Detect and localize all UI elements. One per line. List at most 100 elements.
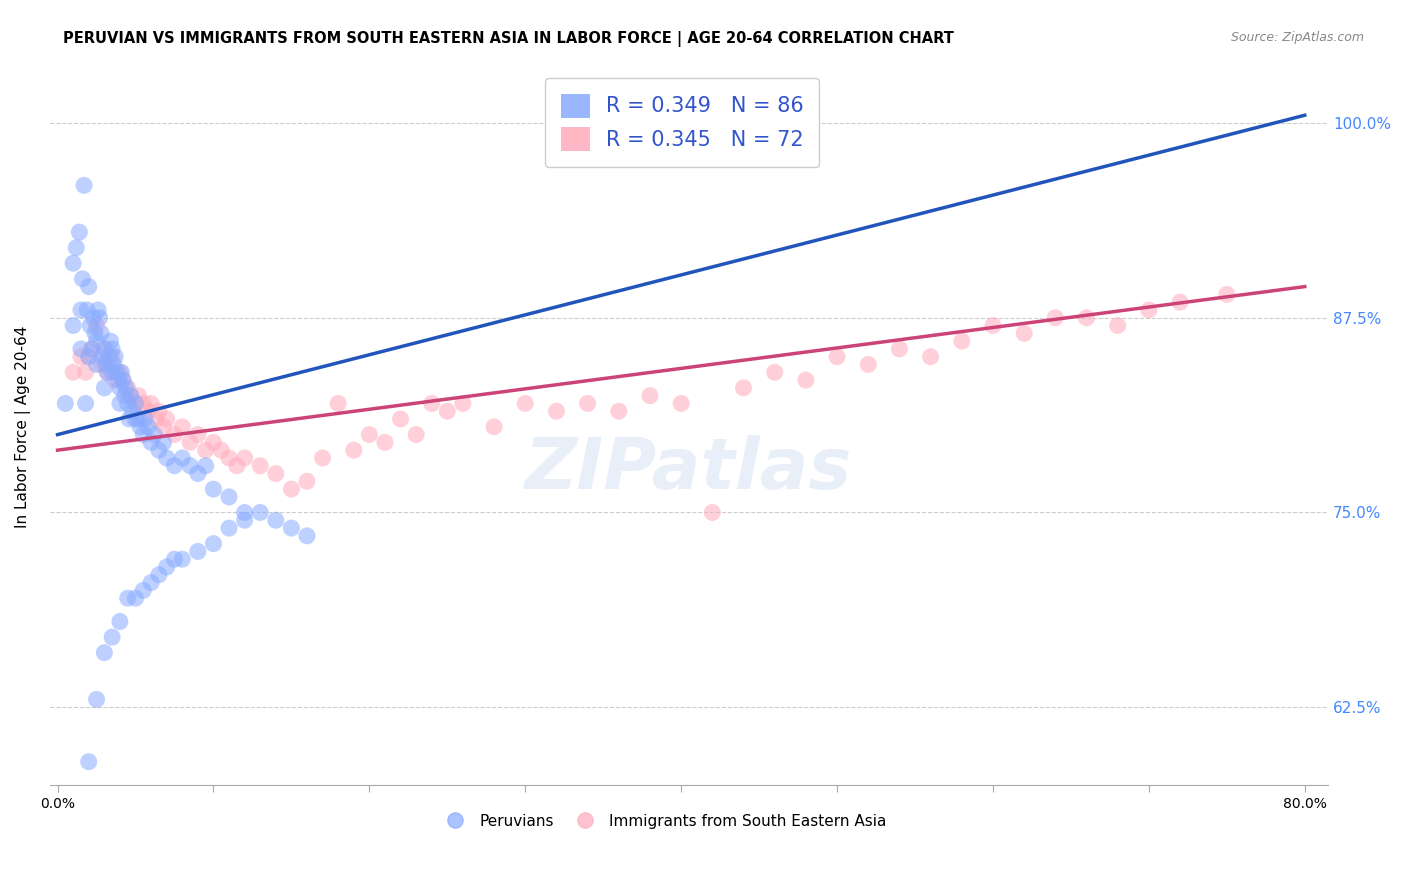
Point xyxy=(249,506,271,520)
Point xyxy=(295,475,318,489)
Point xyxy=(1168,295,1191,310)
Point xyxy=(156,560,179,574)
Point xyxy=(86,692,108,706)
Point xyxy=(108,381,131,395)
Point xyxy=(89,310,111,325)
Point xyxy=(172,419,194,434)
Point xyxy=(163,552,186,566)
Point xyxy=(132,427,155,442)
Point xyxy=(233,450,256,465)
Point xyxy=(120,389,142,403)
Point xyxy=(93,342,115,356)
Point xyxy=(218,450,240,465)
Point xyxy=(136,419,159,434)
Point xyxy=(148,443,170,458)
Point xyxy=(374,435,396,450)
Point xyxy=(62,318,84,333)
Point xyxy=(179,435,201,450)
Point xyxy=(93,381,115,395)
Point xyxy=(950,334,973,348)
Point xyxy=(128,389,150,403)
Point xyxy=(825,350,848,364)
Point xyxy=(405,427,427,442)
Point xyxy=(124,396,146,410)
Point xyxy=(328,396,350,410)
Point xyxy=(179,458,201,473)
Point xyxy=(117,381,139,395)
Point xyxy=(148,567,170,582)
Point xyxy=(67,225,90,239)
Point xyxy=(77,350,100,364)
Point xyxy=(1012,326,1035,341)
Point xyxy=(172,552,194,566)
Point xyxy=(202,435,225,450)
Point xyxy=(114,389,136,403)
Point xyxy=(115,381,138,395)
Point xyxy=(100,334,122,348)
Point xyxy=(70,342,93,356)
Point xyxy=(194,458,217,473)
Point xyxy=(733,381,755,395)
Point xyxy=(93,646,115,660)
Point xyxy=(111,373,134,387)
Point xyxy=(249,458,271,473)
Point xyxy=(77,350,100,364)
Point xyxy=(121,404,143,418)
Point xyxy=(86,358,108,372)
Point xyxy=(858,358,880,372)
Point xyxy=(187,427,209,442)
Point xyxy=(124,591,146,606)
Point xyxy=(172,450,194,465)
Point xyxy=(187,544,209,558)
Point xyxy=(128,412,150,426)
Point xyxy=(134,412,156,426)
Point xyxy=(1216,287,1239,301)
Point xyxy=(546,404,568,418)
Point xyxy=(117,591,139,606)
Point xyxy=(1107,318,1129,333)
Point xyxy=(163,458,186,473)
Point xyxy=(75,396,97,410)
Point xyxy=(225,458,247,473)
Point xyxy=(91,350,114,364)
Point xyxy=(981,318,1004,333)
Text: PERUVIAN VS IMMIGRANTS FROM SOUTH EASTERN ASIA IN LABOR FORCE | AGE 20-64 CORREL: PERUVIAN VS IMMIGRANTS FROM SOUTH EASTER… xyxy=(63,31,955,47)
Point xyxy=(101,365,124,379)
Point xyxy=(920,350,942,364)
Point xyxy=(607,404,630,418)
Point xyxy=(1076,310,1098,325)
Point xyxy=(73,178,96,193)
Point xyxy=(101,342,124,356)
Text: Source: ZipAtlas.com: Source: ZipAtlas.com xyxy=(1230,31,1364,45)
Point xyxy=(79,318,101,333)
Point xyxy=(264,467,287,481)
Point xyxy=(1045,310,1067,325)
Point xyxy=(143,427,166,442)
Point xyxy=(218,490,240,504)
Point xyxy=(62,365,84,379)
Point xyxy=(194,443,217,458)
Point xyxy=(889,342,911,356)
Point xyxy=(90,358,112,372)
Point xyxy=(280,521,302,535)
Point xyxy=(343,443,366,458)
Point xyxy=(482,419,505,434)
Point xyxy=(111,373,134,387)
Point xyxy=(94,358,117,372)
Point xyxy=(105,365,128,379)
Point xyxy=(156,450,179,465)
Point xyxy=(110,365,132,379)
Point xyxy=(53,396,76,410)
Point xyxy=(233,506,256,520)
Point xyxy=(77,755,100,769)
Point xyxy=(104,350,127,364)
Point xyxy=(87,303,110,318)
Point xyxy=(76,303,98,318)
Point xyxy=(129,419,152,434)
Point xyxy=(77,279,100,293)
Point xyxy=(132,396,155,410)
Point xyxy=(389,412,412,426)
Point xyxy=(90,326,112,341)
Point xyxy=(202,536,225,550)
Point xyxy=(86,318,108,333)
